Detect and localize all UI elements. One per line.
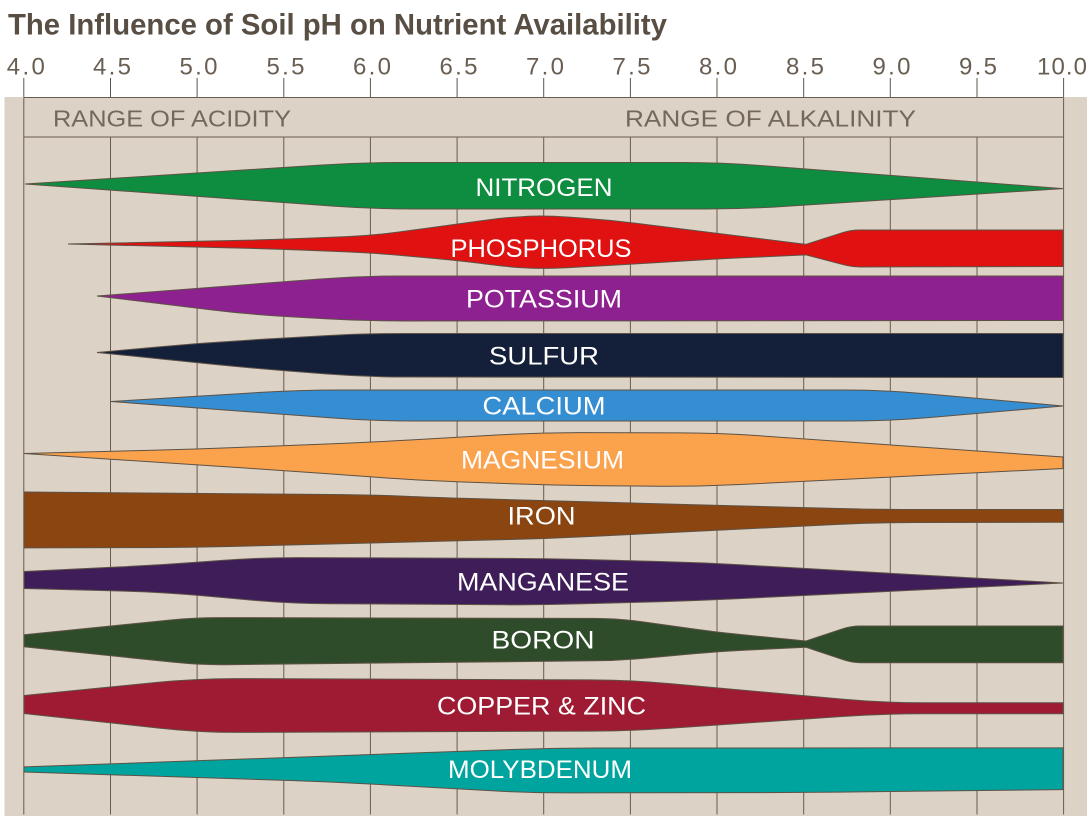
svg-text:7.0: 7.0: [526, 54, 564, 81]
svg-text:5.5: 5.5: [267, 54, 305, 81]
svg-text:MOLYBDENUM: MOLYBDENUM: [448, 756, 632, 784]
svg-text:RANGE OF ACIDITY: RANGE OF ACIDITY: [53, 106, 291, 132]
svg-text:CALCIUM: CALCIUM: [483, 393, 606, 421]
svg-text:4.0: 4.0: [7, 54, 45, 81]
svg-text:IRON: IRON: [508, 503, 576, 531]
svg-text:9.5: 9.5: [959, 54, 997, 81]
svg-text:RANGE OF ALKALINITY: RANGE OF ALKALINITY: [625, 106, 916, 132]
svg-text:MAGNESIUM: MAGNESIUM: [461, 447, 624, 475]
svg-text:6.0: 6.0: [353, 54, 391, 81]
svg-text:BORON: BORON: [492, 627, 595, 655]
svg-text:POTASSIUM: POTASSIUM: [466, 286, 622, 314]
svg-text:PHOSPHORUS: PHOSPHORUS: [451, 235, 632, 263]
svg-text:5.0: 5.0: [180, 54, 218, 81]
svg-text:6.5: 6.5: [440, 54, 478, 81]
svg-text:COPPER & ZINC: COPPER & ZINC: [437, 693, 646, 721]
svg-text:8.0: 8.0: [699, 54, 737, 81]
svg-text:SULFUR: SULFUR: [489, 343, 599, 371]
svg-text:8.5: 8.5: [786, 54, 824, 81]
svg-text:NITROGEN: NITROGEN: [476, 174, 613, 202]
svg-text:9.0: 9.0: [873, 54, 911, 81]
svg-text:The Influence of Soil pH on Nu: The Influence of Soil pH on Nutrient Ava…: [8, 9, 667, 42]
svg-text:4.5: 4.5: [93, 54, 131, 81]
svg-text:10.0: 10.0: [1037, 54, 1087, 81]
svg-text:MANGANESE: MANGANESE: [457, 569, 629, 597]
svg-text:7.5: 7.5: [613, 54, 651, 81]
